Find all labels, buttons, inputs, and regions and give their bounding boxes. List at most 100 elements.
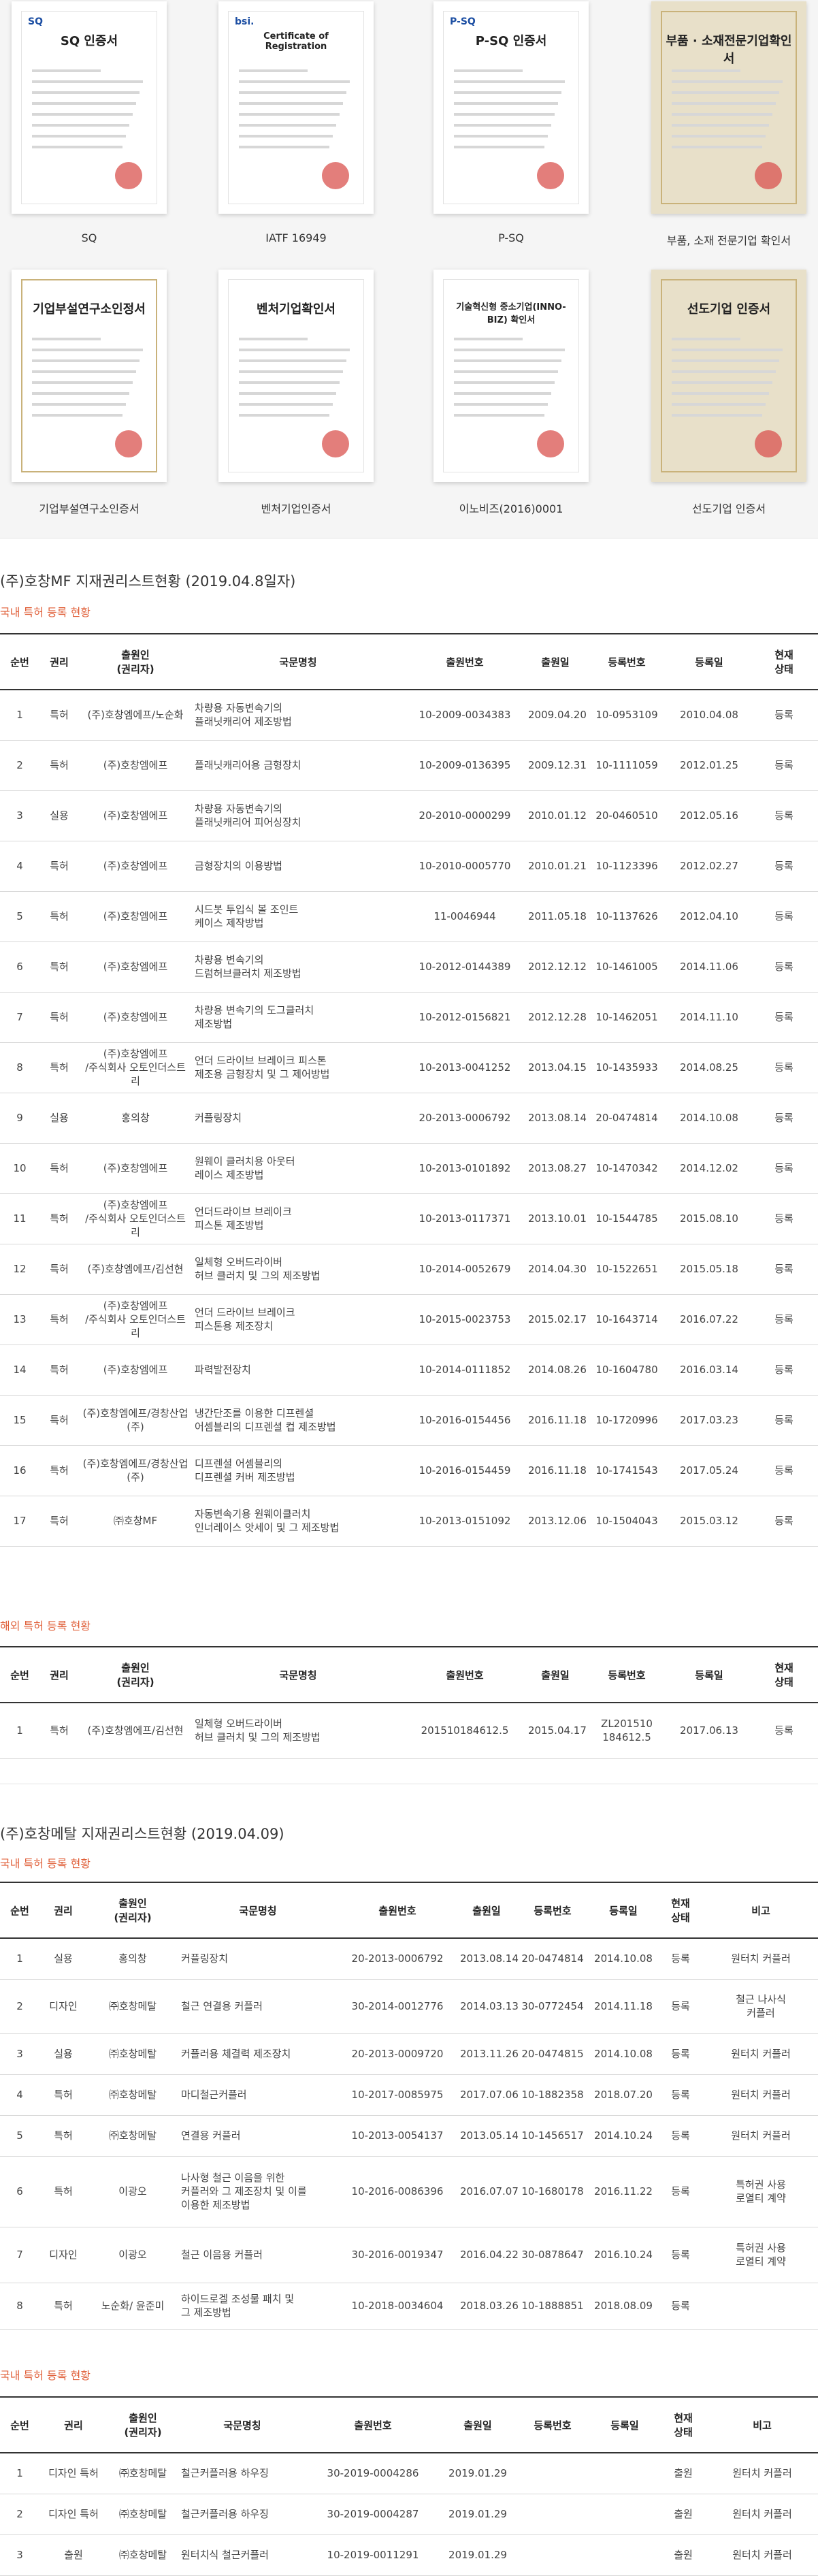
table-cell: 등록 — [750, 1042, 818, 1093]
table-cell: 등록 — [657, 2074, 704, 2116]
table-cell: 10-2013-0151092 — [404, 1496, 525, 1547]
table-cell: 10-1504043 — [585, 1496, 668, 1547]
column-header: 권리 — [39, 1882, 87, 1939]
table-cell: 2013.11.26 — [457, 2033, 519, 2075]
table-cell: 홍의창 — [87, 1938, 178, 1980]
table-cell: 실용 — [39, 1938, 87, 1980]
table-cell — [516, 2534, 589, 2576]
table-cell: 10-1888851 — [516, 2283, 589, 2330]
column-header: 출원번호 — [404, 1646, 525, 1703]
table-cell: 특허권 사용 로열티 계약 — [704, 2227, 818, 2283]
table-cell: 2 — [0, 2494, 39, 2535]
certificate-seal — [537, 162, 564, 189]
table-cell: 철근 연결용 커플러 — [178, 1979, 338, 2034]
mf-domestic-label: 국내 특허 등록 현황 — [0, 606, 91, 619]
table-cell: 10-1604780 — [585, 1345, 668, 1396]
table-cell: 철근 이음용 커플러 — [178, 2227, 338, 2283]
table-cell: 2014.04.30 — [525, 1244, 587, 1295]
column-header: 출원인 (권리자) — [79, 1646, 192, 1703]
column-header: 등록번호 — [585, 633, 668, 690]
certificate-text-lines — [454, 69, 568, 157]
certificate-heading: 기업부설연구소인정서 — [33, 302, 146, 317]
table-cell: 5 — [0, 2115, 39, 2157]
table-cell: 2013.04.15 — [525, 1042, 587, 1093]
column-header: 현재 상태 — [657, 1882, 704, 1939]
table-cell: 10-1462051 — [585, 992, 668, 1043]
table-cell: 2015.05.18 — [668, 1244, 750, 1295]
table-cell: 2013.08.27 — [525, 1143, 587, 1194]
certificate-image: 벤처기업확인서 — [218, 270, 374, 482]
table-row: 8 특허 (주)호창엠에프/주식회사 오토인더스트리 언더 드라이브 브레이크 피스톤… — [0, 1042, 818, 1093]
metal-domestic-label: 국내 특허 등록 현황 — [0, 1857, 91, 1870]
column-header: 출원인 (권리자) — [87, 1882, 178, 1939]
table-cell: 9 — [0, 1093, 39, 1144]
table-cell: 1 — [0, 2453, 39, 2494]
table-cell: 특허 — [39, 2283, 87, 2330]
table-cell: 2016.11.22 — [589, 2156, 657, 2227]
table-cell: 2015.02.17 — [525, 1294, 587, 1345]
table-cell: 10-1137626 — [585, 891, 668, 942]
table-cell — [589, 2534, 660, 2576]
certificate-image: SQ SQ 인증서 — [12, 1, 167, 214]
certificate-logo: SQ — [28, 16, 43, 27]
table-cell: 2019.01.29 — [440, 2453, 516, 2494]
table-cell: 특허 — [39, 1244, 79, 1295]
table-cell: 등록 — [750, 1244, 818, 1295]
table-cell: 10-2013-0101892 — [404, 1143, 525, 1194]
table-cell: 특허 — [39, 1193, 79, 1244]
table-cell: 3 — [0, 2033, 39, 2075]
table-cell: 커플링장치 — [192, 1093, 404, 1144]
column-header: 출원번호 — [306, 2396, 440, 2453]
table-cell — [516, 2453, 589, 2494]
table-cell: 2016.04.22 — [457, 2227, 519, 2283]
column-header: 출원일 — [525, 1646, 585, 1703]
table-cell: 2013.10.01 — [525, 1193, 587, 1244]
table-cell: 2016.11.18 — [525, 1395, 587, 1446]
table-row: 2 디자인 ㈜호창메탈 철근 연결용 커플러 30-2014-0012776 2014.0… — [0, 1979, 818, 2034]
column-header: 출원인 (권리자) — [79, 633, 192, 690]
table-cell: 10-2013-0041252 — [404, 1042, 525, 1093]
table-cell: 2014.12.02 — [668, 1143, 750, 1194]
table-cell: 2009.12.31 — [525, 740, 587, 791]
column-header: 현재 상태 — [750, 1646, 818, 1703]
table-cell: 등록 — [750, 1143, 818, 1194]
column-header: 권리 — [39, 633, 79, 690]
table-cell: 10-0953109 — [585, 690, 668, 741]
certificate-text-lines — [672, 338, 786, 425]
table-cell: (주)호창엠에프 — [79, 740, 192, 791]
column-header: 등록일 — [589, 1882, 657, 1939]
table-cell: 2010.04.08 — [668, 690, 750, 741]
table-cell: 2014.10.08 — [589, 2033, 657, 2075]
table-cell: 철근커플러용 하우징 — [178, 2453, 306, 2494]
table-cell: 2009.04.20 — [525, 690, 587, 741]
certificate-image: 부품 · 소재전문기업확인서 — [651, 1, 806, 214]
certificate-image: P-SQ P-SQ 인증서 — [433, 1, 589, 214]
table-cell: 특허 — [39, 1042, 79, 1093]
table-row: 2 특허 (주)호창엠에프 플래닛캐리어용 금형장치 10-2009-0136395 20… — [0, 740, 818, 791]
certificate-seal — [115, 430, 142, 457]
table-cell: ㈜호창메탈 — [87, 2033, 178, 2075]
column-header: 국문명칭 — [192, 633, 404, 690]
mf-overseas-label: 해외 특허 등록 현황 — [0, 1620, 91, 1632]
table-cell: (주)호창엠에프 — [79, 941, 192, 993]
table-cell: (주)호창엠에프/노순화 — [79, 690, 192, 741]
certificate-heading: SQ 인증서 — [60, 34, 118, 48]
table-cell: 자동변속기용 원웨이클러치 인너레이스 앗세이 및 그 제조방법 — [192, 1496, 404, 1547]
table-cell: 원터치 커플러 — [706, 2494, 818, 2535]
table-cell: 10-1461005 — [585, 941, 668, 993]
table-cell: 등록 — [750, 1703, 818, 1759]
certificate-text-lines — [32, 338, 146, 425]
table-cell: 2019.01.29 — [440, 2494, 516, 2535]
certificate-seal — [115, 162, 142, 189]
table-cell: 등록 — [750, 1345, 818, 1396]
table-cell: 2014.08.26 — [525, 1345, 587, 1396]
table-row: 7 특허 (주)호창엠에프 차량용 변속기의 도그클러치 제조방법 10-2012-015… — [0, 992, 818, 1043]
table-cell — [516, 2494, 589, 2535]
table-cell: 등록 — [657, 2283, 704, 2330]
certificate-card: P-SQ P-SQ 인증서 P-SQ — [412, 1, 610, 244]
certificate-caption: IATF 16949 — [265, 231, 327, 244]
table-cell: 201510184612.5 — [404, 1703, 525, 1759]
table-cell: 30-0772454 — [516, 1979, 589, 2034]
column-header: 순번 — [0, 1646, 39, 1703]
